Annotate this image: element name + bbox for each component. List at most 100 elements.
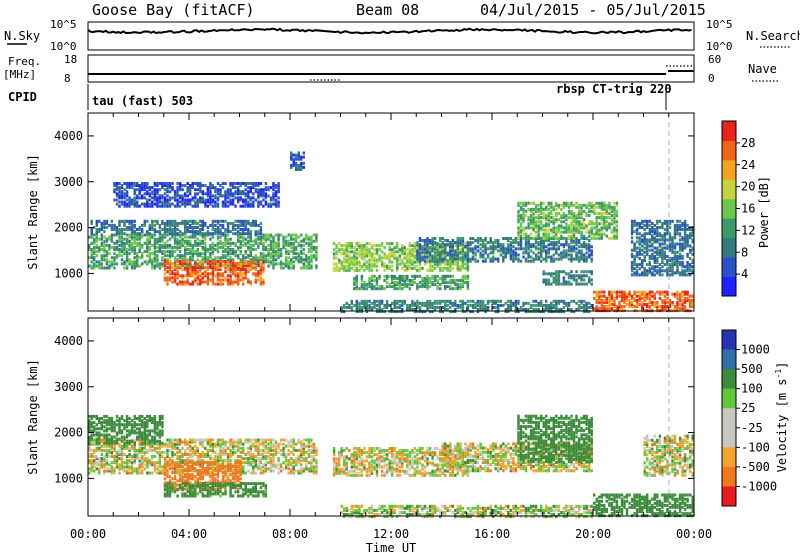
power-echo-cell — [391, 276, 394, 280]
power-echo-cell — [358, 252, 361, 256]
power-echo-cell — [466, 247, 470, 251]
power-echo-cell — [191, 184, 194, 187]
power-echo-cell — [300, 165, 303, 169]
power-echo-cell — [600, 305, 603, 308]
power-echo-cell — [156, 230, 159, 234]
power-echo-cell — [562, 245, 566, 249]
power-echo-cell — [105, 260, 109, 264]
power-echo-cell — [211, 204, 215, 208]
power-echo-cell — [368, 276, 371, 280]
power-echo-cell — [332, 252, 336, 256]
power-echo-cell — [403, 252, 406, 256]
power-echo-cell — [433, 283, 437, 286]
power-echo-cell — [630, 263, 634, 267]
power-echo-cell — [517, 243, 520, 247]
power-echo-cell — [519, 207, 523, 211]
power-echo-cell — [537, 243, 540, 247]
power-echo-cell — [161, 258, 164, 262]
power-echo-cell — [537, 230, 540, 234]
power-echo-cell — [588, 253, 591, 257]
power-echo-cell — [676, 242, 679, 246]
power-echo-cell — [194, 235, 197, 239]
power-echo-cell — [577, 228, 581, 232]
power-echo-cell — [168, 250, 172, 253]
power-echo-cell — [148, 188, 151, 192]
power-echo-cell — [350, 242, 353, 245]
power-echo-cell — [226, 230, 230, 234]
power-echo-cell — [355, 276, 358, 280]
power-echo-cell — [199, 230, 202, 234]
power-echo-cell — [242, 221, 245, 225]
power-echo-cell — [244, 241, 247, 245]
power-echo-cell — [547, 280, 550, 284]
power-echo-cell — [244, 276, 247, 280]
power-echo-cell — [178, 239, 182, 243]
power-echo-cell — [646, 252, 649, 256]
power-echo-cell — [393, 306, 396, 309]
power-echo-cell — [673, 226, 677, 229]
power-echo-cell — [681, 265, 684, 269]
power-echo-cell — [163, 259, 167, 263]
power-echo-cell — [411, 248, 414, 252]
power-echo-cell — [588, 276, 591, 280]
power-echo-cell — [421, 310, 424, 314]
power-echo-cell — [237, 192, 240, 196]
power-echo-cell — [98, 219, 101, 223]
power-echo-cell — [613, 214, 616, 218]
power-echo-cell — [300, 252, 303, 256]
power-echo-cell — [492, 243, 495, 247]
power-echo-cell — [527, 301, 530, 305]
power-echo-cell — [353, 268, 356, 272]
power-echo-cell — [216, 282, 220, 286]
power-echo-cell — [310, 237, 313, 241]
power-echo-cell — [613, 236, 616, 240]
power-echo-cell — [686, 261, 689, 264]
power-echo-cell — [603, 298, 606, 302]
power-echo-cell — [206, 256, 210, 260]
power-echo-cell — [608, 224, 611, 228]
power-echo-cell — [663, 232, 667, 236]
power-echo-cell — [231, 259, 235, 263]
power-echo-cell — [141, 184, 144, 187]
power-echo-cell — [156, 239, 159, 243]
power-echo-cell — [524, 259, 528, 263]
power-echo-cell — [441, 299, 444, 303]
power-echo-cell — [552, 220, 555, 224]
power-echo-cell — [136, 232, 139, 236]
power-echo-cell — [274, 241, 278, 245]
power-echo-cell — [577, 308, 581, 311]
power-echo-cell — [191, 221, 194, 225]
power-echo-cell — [547, 249, 550, 253]
power-echo-cell — [534, 237, 538, 240]
power-echo-cell — [514, 253, 518, 257]
power-echo-cell — [542, 243, 545, 247]
power-echo-cell — [272, 245, 275, 249]
power-echo-cell — [489, 299, 492, 303]
power-echo-cell — [532, 243, 535, 247]
power-echo-cell — [173, 278, 177, 282]
power-echo-cell — [600, 207, 603, 211]
power-echo-cell — [555, 257, 558, 261]
power-echo-cell — [194, 202, 197, 206]
power-echo-cell — [403, 276, 406, 280]
power-echo-cell — [426, 306, 429, 309]
power-echo-cell — [176, 272, 179, 276]
power-echo-cell — [186, 200, 189, 204]
power-echo-cell — [103, 230, 106, 234]
power-echo-cell — [201, 248, 204, 251]
power-echo-cell — [598, 201, 601, 205]
power-echo-cell — [673, 228, 677, 231]
power-echo-cell — [353, 258, 356, 262]
power-echo-cell — [247, 260, 250, 264]
power-echo-cell — [580, 220, 583, 224]
power-echo-cell — [239, 192, 242, 196]
power-echo-cell — [231, 221, 235, 225]
power-echo-cell — [540, 251, 543, 255]
power-echo-cell — [641, 290, 644, 294]
power-echo-cell — [153, 239, 157, 243]
power-colorbar-segment — [722, 237, 736, 258]
power-echo-cell — [610, 209, 614, 213]
power-echo-cell — [168, 254, 172, 258]
power-echo-cell — [625, 298, 629, 302]
power-echo-cell — [163, 243, 167, 247]
